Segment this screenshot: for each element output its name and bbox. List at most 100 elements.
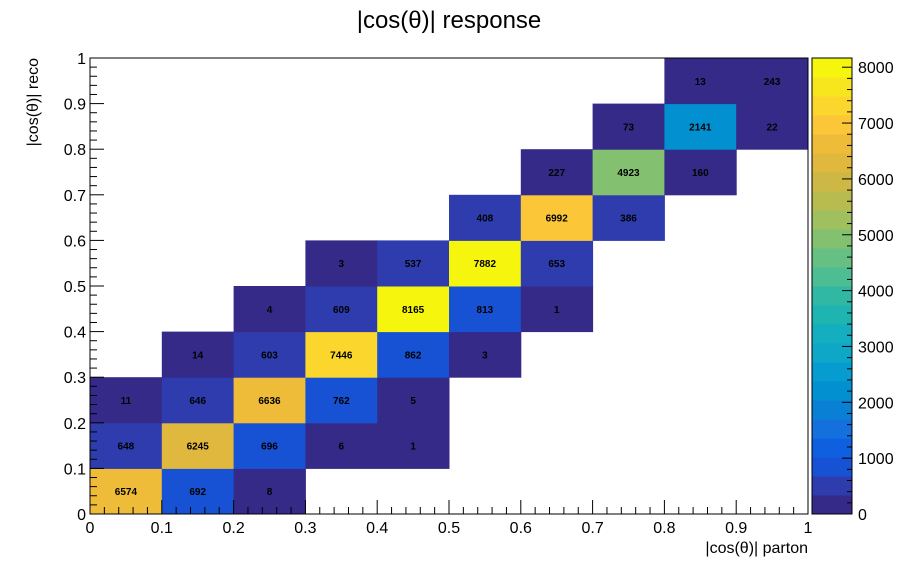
x-axis: 0 0.1 0.2 0.3 0.4 0.5 0.6 0.7 0.8 0.9 1 bbox=[86, 500, 813, 537]
heatmap-cell bbox=[90, 377, 163, 424]
cell-value: 653 bbox=[548, 259, 565, 270]
x-tick-label: 0.4 bbox=[366, 520, 388, 537]
cell-value: 4 bbox=[267, 305, 273, 316]
colorbar-tick-label: 2000 bbox=[858, 395, 894, 412]
colorbar-segment bbox=[812, 115, 852, 135]
y-tick-label: 0.1 bbox=[64, 461, 86, 478]
cell-value: 2141 bbox=[689, 122, 712, 133]
y-tick-label: 0.4 bbox=[64, 325, 86, 342]
x-tick-label: 0.7 bbox=[581, 520, 603, 537]
colorbar-tick-label: 0 bbox=[858, 507, 867, 524]
colorbar-segment bbox=[812, 248, 852, 268]
x-tick-label: 0 bbox=[86, 520, 95, 537]
y-tick-label: 0.6 bbox=[64, 233, 86, 250]
cell-value: 3 bbox=[482, 350, 488, 361]
cell-value: 7882 bbox=[474, 259, 497, 270]
colorbar-tick-label: 8000 bbox=[858, 60, 894, 77]
x-tick-label: 0.5 bbox=[438, 520, 460, 537]
cell-value: 1 bbox=[554, 305, 560, 316]
heatmap-cell bbox=[161, 468, 235, 515]
heatmap-cell bbox=[233, 377, 306, 424]
heatmap-cell bbox=[233, 468, 306, 515]
cell-value: 603 bbox=[261, 350, 278, 361]
heatmap-cells bbox=[90, 58, 809, 515]
heatmap-cell bbox=[161, 377, 235, 424]
x-tick-label: 0.6 bbox=[510, 520, 532, 537]
heatmap-cell bbox=[233, 422, 306, 469]
cell-value: 227 bbox=[548, 168, 565, 179]
colorbar-segment bbox=[812, 495, 852, 515]
cell-value: 762 bbox=[333, 396, 350, 407]
colorbar-segment bbox=[812, 324, 852, 344]
x-tick-label: 0.2 bbox=[222, 520, 244, 537]
heatmap-cell bbox=[664, 149, 737, 196]
y-tick-label: 0.2 bbox=[64, 416, 86, 433]
y-axis: 0 0.1 0.2 0.3 0.4 0.5 0.6 0.7 0.8 0.9 1 bbox=[64, 51, 104, 524]
y-tick-label: 0.5 bbox=[64, 279, 86, 296]
heatmap-cell bbox=[161, 422, 235, 469]
y-tick-label: 1 bbox=[77, 51, 86, 68]
cell-value: 692 bbox=[189, 487, 206, 498]
colorbar-frame bbox=[811, 57, 853, 515]
heatmap-cell bbox=[449, 286, 522, 333]
colorbar-segment bbox=[812, 457, 852, 477]
y-tick-label: 0.7 bbox=[64, 188, 86, 205]
cell-value: 6574 bbox=[115, 487, 138, 498]
cell-value: 73 bbox=[623, 122, 635, 133]
heatmap-cell bbox=[305, 240, 378, 287]
colorbar-tick-label: 1000 bbox=[858, 451, 894, 468]
heatmap-cell bbox=[449, 240, 522, 287]
colorbar-tick-label: 6000 bbox=[858, 172, 894, 189]
cell-value: 6636 bbox=[258, 396, 281, 407]
heatmap-cell bbox=[449, 194, 522, 241]
heatmap-cell bbox=[305, 286, 378, 333]
heatmap-cell bbox=[736, 58, 809, 105]
heatmap-cell bbox=[520, 286, 594, 333]
heatmap-cell bbox=[90, 468, 163, 515]
colorbar-segment bbox=[812, 58, 852, 78]
colorbar-segment bbox=[812, 153, 852, 173]
colorbar-segment bbox=[812, 362, 852, 382]
colorbar-segment bbox=[812, 438, 852, 458]
colorbar-segment bbox=[812, 134, 852, 154]
x-tick-label: 0.1 bbox=[151, 520, 173, 537]
heatmap-cell bbox=[377, 377, 450, 424]
colorbar-segment bbox=[812, 305, 852, 325]
cell-value: 6 bbox=[339, 442, 345, 453]
heatmap-cell bbox=[520, 194, 594, 241]
cell-value: 8 bbox=[267, 487, 273, 498]
colorbar-segment bbox=[812, 172, 852, 192]
x-tick-label: 0.8 bbox=[653, 520, 675, 537]
y-tick-label: 0.3 bbox=[64, 370, 86, 387]
colorbar-segment bbox=[812, 210, 852, 230]
cell-value: 696 bbox=[261, 442, 278, 453]
y-tick-label: 0.8 bbox=[64, 142, 86, 159]
cell-value: 386 bbox=[620, 214, 637, 225]
colorbar-segment bbox=[812, 77, 852, 97]
x-tick-label: 0.3 bbox=[294, 520, 316, 537]
cell-value: 648 bbox=[118, 442, 135, 453]
colorbar-segment bbox=[812, 476, 852, 496]
colorbar-segment bbox=[812, 191, 852, 211]
cell-value: 813 bbox=[477, 305, 494, 316]
cell-value: 11 bbox=[121, 396, 132, 407]
chart-title: |cos(θ)| response bbox=[357, 7, 542, 34]
cell-value: 408 bbox=[477, 214, 494, 225]
heatmap-cell bbox=[305, 331, 378, 378]
cell-value: 537 bbox=[405, 259, 422, 270]
colorbar-segment bbox=[812, 343, 852, 363]
heatmap-cell bbox=[520, 240, 594, 287]
cell-value: 13 bbox=[695, 77, 707, 88]
heatmap-cell bbox=[592, 194, 665, 241]
heatmap-cell bbox=[592, 103, 665, 150]
heatmap-cell bbox=[377, 240, 450, 287]
colorbar-tick-label: 4000 bbox=[858, 284, 894, 301]
heatmap-cell bbox=[736, 103, 809, 150]
heatmap-cell bbox=[377, 422, 450, 469]
heatmap-cell bbox=[592, 149, 665, 196]
heatmap-cell bbox=[233, 286, 306, 333]
cell-value: 646 bbox=[189, 396, 206, 407]
heatmap-cell bbox=[449, 331, 522, 378]
